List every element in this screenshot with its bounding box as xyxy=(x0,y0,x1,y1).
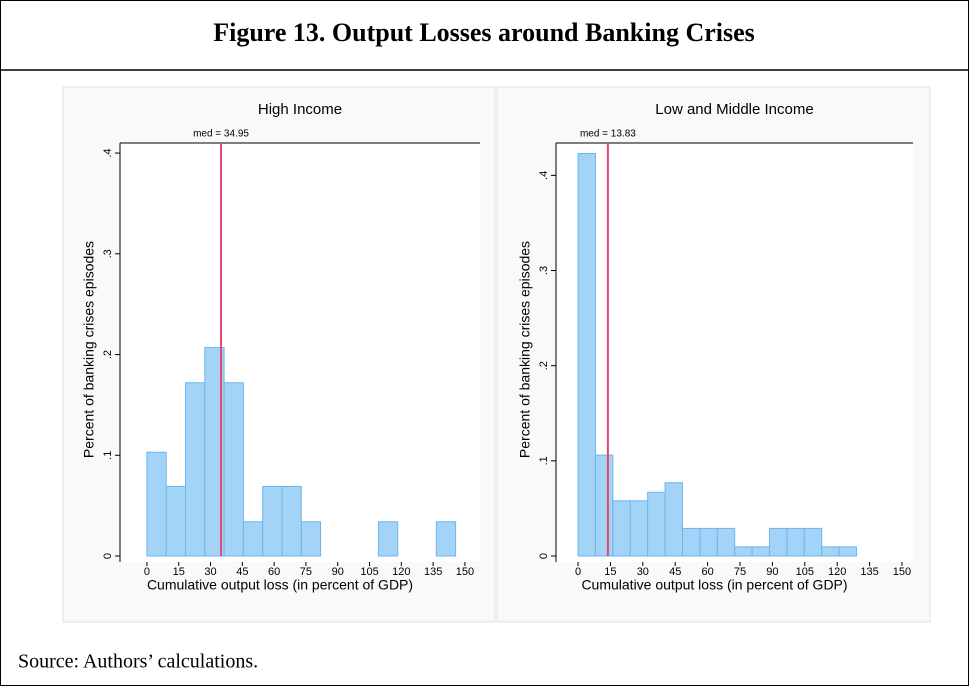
x-tick-label: 15 xyxy=(173,566,185,578)
bar xyxy=(146,451,167,557)
y-tick-label: 0 xyxy=(538,553,550,559)
bar xyxy=(647,491,666,557)
bar xyxy=(185,382,206,557)
x-tick-label: 105 xyxy=(360,566,378,578)
x-tick-label: 150 xyxy=(456,566,474,578)
bar xyxy=(281,485,302,557)
x-tick-label: 120 xyxy=(392,566,410,578)
y-tick-label: .1 xyxy=(102,451,114,460)
source-note: Source: Authors’ calculations. xyxy=(18,651,258,673)
bar xyxy=(716,527,736,557)
bar xyxy=(223,382,244,557)
y-axis-label: Percent of banking crises episodes xyxy=(517,241,533,458)
x-axis-label: Cumulative output loss (in percent of GD… xyxy=(147,577,413,593)
bar xyxy=(594,454,614,557)
x-tick-label: 45 xyxy=(669,566,681,578)
bar xyxy=(629,500,649,557)
bar xyxy=(577,152,596,557)
y-tick-label: .3 xyxy=(538,266,550,275)
bar xyxy=(821,546,840,557)
figure-title: Figure 13. Output Losses around Banking … xyxy=(213,18,755,47)
x-tick-label: 150 xyxy=(893,566,911,578)
x-tick-label: 60 xyxy=(268,566,280,578)
x-tick-label: 120 xyxy=(828,566,846,578)
plot-area xyxy=(556,143,913,562)
bar xyxy=(242,521,264,557)
x-tick-label: 15 xyxy=(604,566,616,578)
chart-title: High Income xyxy=(258,101,342,118)
median-annotation: med = 13.83 xyxy=(580,129,636,140)
x-tick-label: 60 xyxy=(701,566,713,578)
x-tick-label: 90 xyxy=(332,566,344,578)
bar xyxy=(734,546,753,557)
y-tick-label: .2 xyxy=(102,350,114,359)
y-tick-label: .3 xyxy=(102,249,114,258)
bar xyxy=(435,521,457,557)
y-axis-label: Percent of banking crises episodes xyxy=(81,241,97,458)
x-tick-label: 30 xyxy=(637,566,649,578)
x-tick-label: 105 xyxy=(796,566,814,578)
bar xyxy=(803,527,823,557)
x-tick-label: 75 xyxy=(734,566,746,578)
y-tick-label: .4 xyxy=(538,171,550,180)
bar xyxy=(612,500,631,557)
y-tick-label: .4 xyxy=(102,148,114,157)
bar xyxy=(262,485,283,557)
bar xyxy=(786,527,805,557)
bar xyxy=(664,482,683,557)
x-tick-label: 45 xyxy=(236,566,248,578)
bar xyxy=(377,521,399,557)
bar xyxy=(769,527,788,557)
x-tick-label: 135 xyxy=(424,566,442,578)
x-tick-label: 75 xyxy=(300,566,312,578)
chart-title: Low and Middle Income xyxy=(655,101,813,118)
y-tick-label: .1 xyxy=(538,456,550,465)
bar xyxy=(300,521,322,557)
median-annotation: med = 34.95 xyxy=(193,129,249,140)
bar xyxy=(165,485,187,557)
x-tick-label: 0 xyxy=(144,566,150,578)
bar xyxy=(681,527,701,557)
y-tick-label: .2 xyxy=(538,361,550,370)
x-tick-label: 30 xyxy=(204,566,216,578)
bar xyxy=(751,546,771,557)
x-tick-label: 135 xyxy=(860,566,878,578)
x-tick-label: 0 xyxy=(575,566,581,578)
bar xyxy=(838,546,858,557)
y-tick-label: 0 xyxy=(102,553,114,559)
x-tick-label: 90 xyxy=(766,566,778,578)
bar xyxy=(699,527,718,557)
x-axis-label: Cumulative output loss (in percent of GD… xyxy=(581,577,847,593)
